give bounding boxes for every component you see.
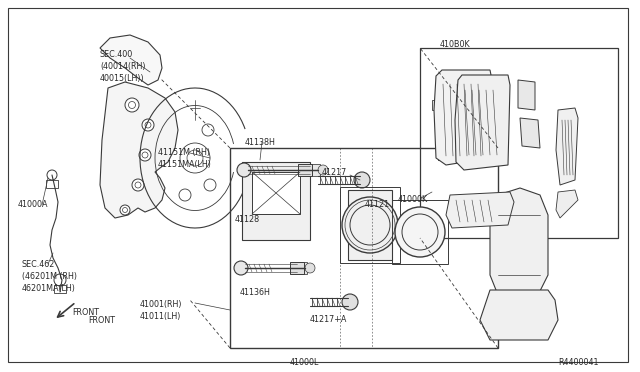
Bar bbox=[230, 148, 498, 348]
Circle shape bbox=[342, 197, 398, 253]
Circle shape bbox=[395, 207, 445, 257]
Polygon shape bbox=[480, 290, 558, 340]
Bar bbox=[420, 48, 618, 238]
Bar bbox=[295, 262, 307, 274]
Circle shape bbox=[318, 165, 328, 175]
Bar bbox=[46, 180, 58, 188]
Text: 41151M (RH): 41151M (RH) bbox=[158, 148, 210, 157]
Circle shape bbox=[180, 143, 210, 173]
Circle shape bbox=[354, 172, 370, 188]
Bar bbox=[298, 164, 312, 176]
Circle shape bbox=[237, 163, 251, 177]
Circle shape bbox=[120, 205, 130, 215]
Polygon shape bbox=[455, 75, 510, 170]
Text: SEC.400: SEC.400 bbox=[100, 50, 133, 59]
Text: 46201MA(LH): 46201MA(LH) bbox=[22, 284, 76, 293]
Text: 41128: 41128 bbox=[235, 215, 260, 224]
Bar bbox=[252, 172, 300, 214]
Text: 41011(LH): 41011(LH) bbox=[140, 312, 181, 321]
Text: 41138H: 41138H bbox=[245, 138, 276, 147]
Text: 41217+A: 41217+A bbox=[310, 315, 348, 324]
Text: (40014(RH): (40014(RH) bbox=[100, 62, 145, 71]
Circle shape bbox=[234, 261, 248, 275]
Text: 41001(RH): 41001(RH) bbox=[140, 300, 182, 309]
Circle shape bbox=[47, 170, 57, 180]
Text: 41217: 41217 bbox=[322, 168, 348, 177]
Bar bbox=[392, 200, 448, 264]
Polygon shape bbox=[434, 70, 492, 165]
Circle shape bbox=[142, 119, 154, 131]
Bar bbox=[308, 164, 320, 176]
Text: (46201M (RH): (46201M (RH) bbox=[22, 272, 77, 281]
Bar bbox=[488, 100, 496, 110]
Text: R4400041: R4400041 bbox=[558, 358, 598, 367]
Polygon shape bbox=[438, 80, 490, 160]
Bar bbox=[290, 262, 304, 274]
Text: 41151MA(LH): 41151MA(LH) bbox=[158, 160, 212, 169]
Bar bbox=[340, 187, 400, 263]
Text: 41000K: 41000K bbox=[398, 195, 428, 204]
Text: 410B0K: 410B0K bbox=[440, 40, 470, 49]
Circle shape bbox=[125, 98, 139, 112]
Bar bbox=[242, 162, 310, 240]
Polygon shape bbox=[100, 35, 162, 85]
Polygon shape bbox=[446, 192, 514, 228]
Polygon shape bbox=[556, 190, 578, 218]
Text: FRONT: FRONT bbox=[88, 316, 115, 325]
Text: FRONT: FRONT bbox=[72, 308, 99, 317]
Text: 41121: 41121 bbox=[365, 200, 390, 209]
Circle shape bbox=[342, 294, 358, 310]
Text: SEC.462: SEC.462 bbox=[22, 260, 56, 269]
Text: 41136H: 41136H bbox=[240, 288, 271, 297]
Polygon shape bbox=[100, 82, 178, 218]
Polygon shape bbox=[490, 188, 548, 298]
Bar bbox=[348, 190, 392, 260]
Circle shape bbox=[305, 263, 315, 273]
Polygon shape bbox=[520, 118, 540, 148]
Bar bbox=[432, 100, 440, 110]
Polygon shape bbox=[556, 108, 578, 185]
Circle shape bbox=[139, 149, 151, 161]
Bar bbox=[54, 285, 66, 293]
Polygon shape bbox=[518, 80, 535, 110]
Text: 41000A: 41000A bbox=[18, 200, 49, 209]
Circle shape bbox=[132, 179, 144, 191]
Circle shape bbox=[54, 274, 66, 286]
Text: 41000L: 41000L bbox=[290, 358, 319, 367]
Text: 40015(LH)): 40015(LH)) bbox=[100, 74, 145, 83]
